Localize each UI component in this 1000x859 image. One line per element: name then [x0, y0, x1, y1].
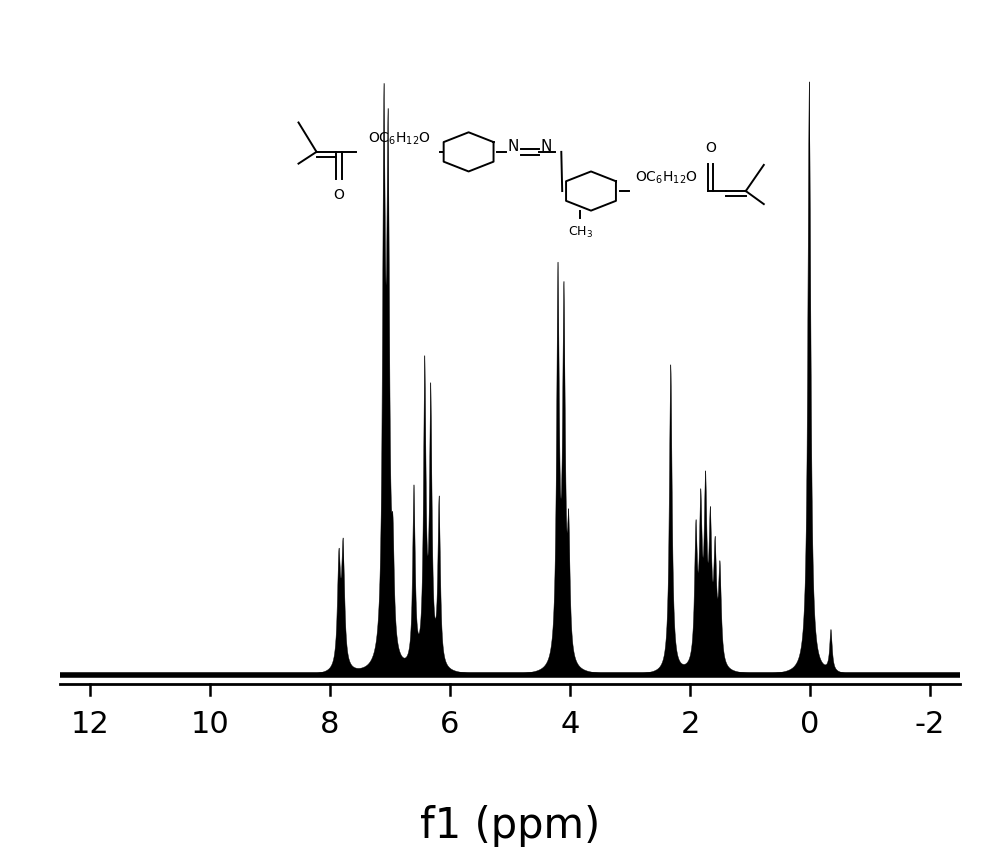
- Text: OC$_6$H$_{12}$O: OC$_6$H$_{12}$O: [368, 131, 431, 147]
- Text: 4: 4: [560, 710, 580, 739]
- Text: N: N: [540, 139, 552, 154]
- Text: N: N: [508, 139, 519, 154]
- Text: -2: -2: [915, 710, 945, 739]
- Text: 6: 6: [440, 710, 460, 739]
- Text: 10: 10: [191, 710, 229, 739]
- Text: OC$_6$H$_{12}$O: OC$_6$H$_{12}$O: [635, 169, 698, 186]
- Text: O: O: [334, 188, 344, 202]
- Text: CH$_3$: CH$_3$: [568, 225, 593, 240]
- Text: 0: 0: [800, 710, 820, 739]
- Text: O: O: [705, 141, 716, 155]
- Text: f1 (ppm): f1 (ppm): [420, 805, 600, 847]
- Text: 8: 8: [320, 710, 340, 739]
- Text: 12: 12: [71, 710, 109, 739]
- Text: 2: 2: [680, 710, 700, 739]
